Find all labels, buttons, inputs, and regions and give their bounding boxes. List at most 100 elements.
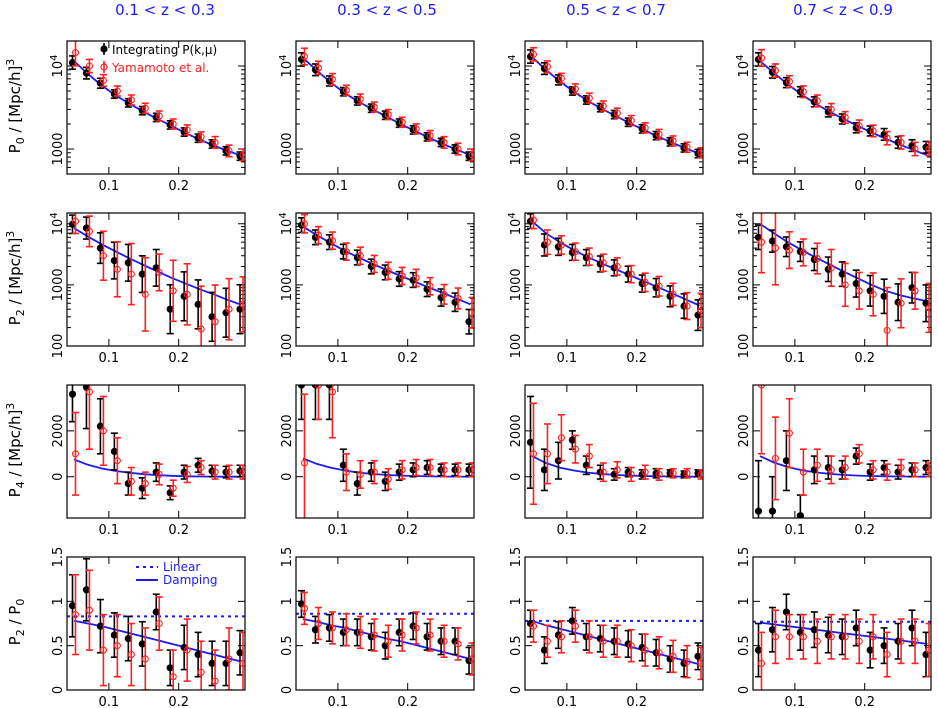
- integrating-point: [666, 655, 674, 663]
- yamamoto-point: [557, 74, 565, 82]
- yamamoto-point: [225, 305, 233, 313]
- yamamoto-point: [897, 637, 905, 645]
- yamamoto-point: [785, 246, 793, 254]
- yamamoto-point: [757, 385, 766, 389]
- yamamoto-point: [571, 85, 579, 93]
- y-tick-label: 0.5: [280, 635, 295, 656]
- panel-r0-c1: 0.1 0.2 1000 104: [278, 40, 475, 194]
- yamamoto-point: [328, 388, 336, 396]
- yamamoto-point: [813, 637, 821, 645]
- panel-r2-c0: 0.1 0.2 0 2000: [51, 384, 246, 538]
- integrating-point: [838, 466, 846, 474]
- yamamoto-point: [827, 105, 835, 113]
- yamamoto-point: [468, 655, 474, 663]
- yamamoto-point: [627, 470, 635, 478]
- x-tick-label: 0.2: [168, 179, 189, 194]
- yamamoto-series: [529, 46, 703, 159]
- yamamoto-series: [300, 591, 474, 676]
- yamamoto-point: [300, 459, 309, 467]
- integrating-point: [96, 622, 105, 630]
- panel-plot-area: [753, 593, 931, 690]
- y-tick-label: 104: [278, 212, 295, 235]
- panel-frame: [752, 40, 932, 175]
- panel-plot-area: [754, 213, 931, 346]
- yamamoto-point: [468, 151, 474, 159]
- integrating-series: [526, 213, 702, 332]
- yamamoto-point: [529, 216, 538, 224]
- integrating-series: [754, 224, 930, 323]
- integrating-point: [367, 262, 375, 271]
- yamamoto-point: [669, 652, 677, 660]
- yamamoto-point: [113, 642, 121, 650]
- yamamoto-point: [183, 290, 191, 298]
- yamamoto-point: [183, 646, 191, 654]
- yamamoto-point: [543, 63, 551, 71]
- yamamoto-point: [211, 677, 219, 685]
- panel-plot-area: [297, 47, 474, 162]
- panel-plot-area: [754, 385, 931, 518]
- yamamoto-point: [757, 238, 766, 246]
- yamamoto-point: [771, 633, 779, 641]
- yamamoto-point: [827, 264, 835, 272]
- yamamoto-point: [799, 248, 807, 256]
- y-tick-label: 2000: [509, 414, 524, 447]
- integrating-point: [852, 624, 860, 632]
- panel-plot-area: [526, 213, 703, 332]
- y-tick-exponent: 4: [735, 55, 746, 61]
- yamamoto-point: [127, 650, 135, 659]
- x-tick-label: 0.2: [854, 351, 875, 366]
- yamamoto-point: [239, 151, 245, 159]
- yamamoto-point: [529, 622, 538, 630]
- y-tick-label: 0: [509, 473, 524, 481]
- yamamoto-point: [669, 137, 677, 145]
- yamamoto-point: [627, 642, 635, 650]
- yamamoto-point: [197, 464, 205, 472]
- yamamoto-point: [314, 64, 322, 72]
- yamamoto-point: [799, 633, 807, 641]
- yamamoto-point: [141, 290, 149, 298]
- integrating-point: [908, 624, 916, 632]
- y-tick-label: 0.5: [737, 635, 752, 656]
- x-tick-label: 0.1: [99, 351, 120, 366]
- yamamoto-point: [85, 62, 93, 70]
- y-tick-label: 0.5: [51, 635, 66, 656]
- yamamoto-series: [757, 213, 931, 346]
- yamamoto-point: [412, 464, 420, 472]
- yamamoto-point: [468, 309, 474, 317]
- x-tick-label: 0.1: [99, 523, 120, 538]
- panel-frame: [524, 384, 704, 519]
- integrating-point: [180, 292, 188, 300]
- integrating-point: [852, 124, 860, 132]
- panel-r2-c3: 0.1 0.2 0 2000: [737, 384, 932, 538]
- panel-r3-c2: 0.1 0.2 0 0.5 1 1.5: [509, 547, 704, 708]
- panel-frame: [66, 212, 246, 347]
- panel-plot-area: [297, 213, 474, 335]
- yamamoto-point: [883, 134, 891, 142]
- yamamoto-point: [897, 138, 905, 146]
- integrating-point: [124, 480, 132, 488]
- panel-r2-c1: 0.1 0.2 0 2000: [280, 384, 475, 538]
- yamamoto-point: [585, 253, 593, 261]
- yamamoto-point: [328, 237, 336, 245]
- integrating-point: [796, 512, 804, 518]
- legend-integrating-label: Integrating P(k,μ): [112, 43, 217, 57]
- y-tick-label: 0: [737, 473, 752, 481]
- yamamoto-point: [925, 145, 931, 153]
- x-tick-label: 0.2: [626, 523, 647, 538]
- yamamoto-point: [85, 388, 93, 396]
- y-tick-label: 1000: [51, 132, 66, 165]
- y-tick-label: 104: [735, 55, 752, 78]
- yamamoto-point: [342, 86, 350, 94]
- yamamoto-point: [211, 318, 219, 326]
- integrating-series: [68, 214, 244, 343]
- yamamoto-point: [113, 457, 121, 465]
- yamamoto-point: [454, 640, 462, 648]
- yamamoto-point: [356, 95, 364, 103]
- yamamoto-point: [155, 619, 163, 628]
- integrating-series: [754, 593, 930, 678]
- panel-frame: [752, 384, 932, 519]
- integrating-point: [311, 66, 320, 74]
- y-tick-base: 10: [737, 219, 752, 236]
- integrating-point: [754, 646, 763, 654]
- yamamoto-series: [300, 213, 474, 329]
